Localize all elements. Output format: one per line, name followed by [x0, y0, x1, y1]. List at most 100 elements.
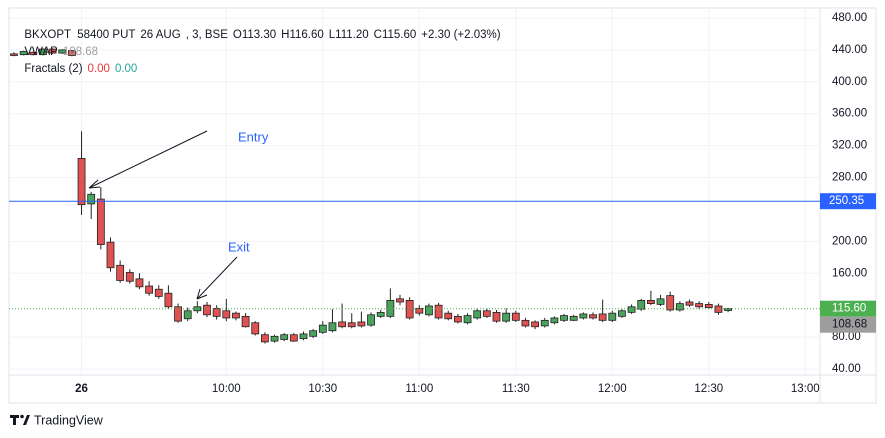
annotation: Exit	[228, 239, 250, 254]
candle-body	[68, 50, 76, 56]
vwap-legend: VWAP 108.68	[18, 34, 103, 58]
candle-body	[627, 306, 636, 313]
price-label: 250.35	[829, 195, 864, 207]
price-label-box	[820, 193, 876, 210]
candle-body	[492, 311, 501, 322]
candle-body	[685, 301, 694, 306]
candle-body	[425, 305, 433, 316]
candle-body	[550, 317, 559, 324]
candle-body	[521, 319, 530, 327]
candle-body	[328, 322, 337, 332]
price-label-box	[820, 300, 876, 317]
high: H116.60	[281, 29, 324, 41]
candle-body	[502, 312, 511, 322]
candle-body	[309, 330, 318, 337]
candle-body	[656, 298, 665, 305]
candle-body	[453, 315, 462, 323]
candle-body	[10, 53, 18, 56]
candle-body	[125, 272, 134, 282]
x-tick-label: 11:30	[502, 383, 530, 395]
candle-body	[618, 310, 626, 317]
candle-body	[357, 321, 366, 327]
candle-body	[174, 306, 182, 322]
vwap-value: 108.68	[62, 46, 99, 58]
exit-arrow	[196, 256, 238, 300]
x-tick-label: 11:00	[405, 383, 433, 395]
y-tick-label: 80.00	[832, 331, 861, 343]
y-tick-label: 40.00	[832, 363, 861, 375]
fractals-legend: Fractals (2) 0.00 0.00	[18, 51, 142, 75]
candle-body	[203, 304, 211, 316]
exit-arrow-head	[196, 288, 208, 300]
candle-body	[608, 312, 617, 321]
y-tick-label: 440.00	[832, 44, 867, 56]
candle-body	[695, 303, 704, 308]
fractals-down: 0.00	[114, 63, 138, 75]
candle-body	[666, 295, 675, 311]
interval: , 3, BSE	[185, 29, 228, 41]
y-tick-label: 200.00	[832, 235, 867, 247]
x-tick-label: 26	[75, 383, 88, 395]
candle-body	[675, 303, 684, 311]
y-tick-label: 400.00	[832, 76, 867, 88]
candle-body	[367, 314, 375, 326]
candle-body	[637, 300, 646, 310]
x-tick-label: 12:00	[598, 383, 627, 395]
vwap-label: 108.68	[832, 319, 867, 331]
candle-body	[232, 312, 240, 319]
candle-body	[241, 315, 250, 328]
annotation: Entry	[238, 129, 269, 144]
brand-name: TradingView	[34, 413, 104, 427]
candle-body	[396, 298, 404, 303]
x-tick-label: 13:00	[791, 383, 820, 395]
candle-body	[376, 311, 385, 317]
change: +2.30 (+2.03%)	[421, 29, 501, 41]
candle-body	[29, 51, 38, 56]
candle-body	[135, 278, 144, 288]
close: C115.60	[373, 29, 417, 41]
candle-body	[579, 313, 588, 319]
candle-body	[154, 288, 163, 297]
candle-body	[569, 315, 578, 321]
candle-body	[106, 241, 115, 269]
y-tick-label: 160.00	[832, 267, 867, 279]
candle-body	[164, 292, 173, 308]
entry-arrow	[88, 130, 208, 189]
candle-body	[444, 312, 453, 320]
brand-logo	[10, 414, 30, 425]
candle-body	[434, 304, 443, 319]
x-tick-label: 10:00	[212, 383, 241, 395]
candle-body	[19, 51, 28, 56]
candle-body	[87, 193, 96, 205]
candle-body	[540, 319, 549, 327]
entry-arrow-head	[88, 179, 101, 189]
x-tick-label: 12:30	[694, 383, 723, 395]
x-tick-label: 10:30	[308, 383, 337, 395]
candle-body	[598, 313, 607, 321]
fractals-name: Fractals (2)	[24, 63, 83, 75]
candle-body	[251, 322, 260, 335]
low: L111.20	[328, 29, 369, 41]
candle-body	[405, 300, 414, 319]
candle-body	[463, 315, 472, 324]
candle-body	[260, 334, 269, 343]
candle-body	[48, 48, 57, 54]
candle-body	[338, 321, 347, 328]
vwap-label-box	[820, 316, 876, 333]
candle-body	[222, 310, 231, 319]
candle-body	[511, 312, 520, 321]
candle-body	[647, 300, 655, 304]
candle-body	[39, 48, 47, 56]
candle-body	[589, 314, 597, 319]
candle-body	[560, 315, 568, 321]
candle-body	[531, 321, 539, 328]
candle-body	[58, 49, 67, 54]
candle-body	[318, 324, 327, 333]
candle-body	[724, 308, 732, 311]
candle-body	[289, 334, 298, 342]
y-tick-label: 320.00	[832, 140, 867, 152]
candle-body	[145, 285, 154, 294]
symbol-legend: BKXOPT 58400 PUT 26 AUG , 3, BSE O113.30 H11…	[18, 17, 506, 41]
